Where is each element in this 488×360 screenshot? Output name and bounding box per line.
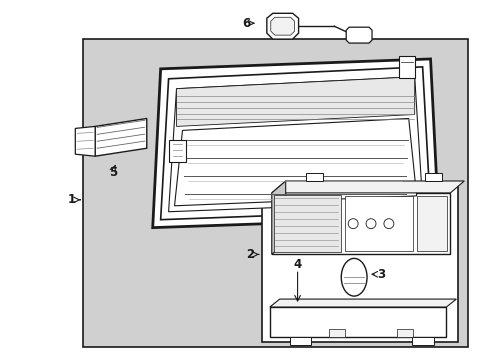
- Polygon shape: [345, 196, 412, 251]
- Bar: [262, 185, 457, 342]
- Polygon shape: [161, 67, 429, 220]
- Circle shape: [366, 219, 375, 229]
- Polygon shape: [168, 77, 422, 212]
- Polygon shape: [271, 181, 285, 255]
- Text: 3: 3: [376, 268, 384, 281]
- Text: 1: 1: [67, 193, 75, 206]
- Polygon shape: [95, 118, 146, 156]
- Polygon shape: [271, 193, 449, 255]
- Bar: [168, 140, 186, 162]
- Circle shape: [383, 219, 393, 229]
- Bar: [411, 337, 433, 345]
- Bar: [398, 56, 414, 78]
- Bar: [328, 329, 345, 337]
- Polygon shape: [416, 196, 447, 251]
- Polygon shape: [266, 13, 298, 39]
- Bar: [396, 329, 412, 337]
- Polygon shape: [269, 299, 455, 307]
- Bar: [424, 173, 442, 181]
- Text: 6: 6: [242, 17, 249, 30]
- Text: 4: 4: [293, 258, 301, 271]
- Bar: [83, 39, 468, 347]
- Polygon shape: [346, 27, 371, 43]
- Bar: [289, 337, 311, 345]
- Polygon shape: [174, 118, 416, 206]
- Polygon shape: [75, 126, 95, 156]
- Bar: [305, 173, 323, 181]
- Polygon shape: [269, 307, 446, 337]
- Text: 2: 2: [245, 248, 253, 261]
- Polygon shape: [152, 59, 438, 228]
- Polygon shape: [271, 181, 463, 193]
- Polygon shape: [270, 17, 294, 35]
- Polygon shape: [273, 195, 341, 252]
- Ellipse shape: [341, 258, 366, 296]
- Polygon shape: [176, 77, 414, 126]
- Circle shape: [347, 219, 357, 229]
- Text: 5: 5: [109, 166, 117, 179]
